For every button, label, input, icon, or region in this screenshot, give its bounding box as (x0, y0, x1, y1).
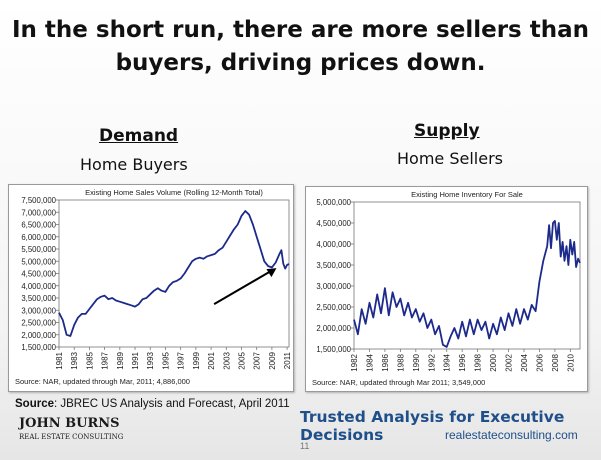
y-tick-label: 4,500,000 (21, 270, 56, 279)
x-tick-label: 1995 (161, 351, 170, 369)
y-tick-label: 5,000,000 (316, 198, 351, 207)
y-tick-label: 3,000,000 (21, 306, 56, 315)
y-tick-label: 7,000,000 (21, 208, 56, 217)
chart-source-note: Source: NAR, updated through Mar, 2011; … (15, 377, 190, 386)
tagline: Trusted Analysis for Executive Decisions (300, 408, 565, 444)
demand-subheading: Home Buyers (80, 155, 188, 174)
x-tick-label: 1996 (458, 353, 467, 371)
slide-title-line1: In the short run, there are more sellers… (11, 17, 590, 43)
demand-heading: Demand (99, 126, 179, 146)
slide-title-line2: buyers, driving prices down. (115, 50, 486, 76)
source-text: : JBREC US Analysis and Forecast, April … (54, 398, 290, 410)
x-tick-label: 1998 (474, 353, 483, 371)
slide-source: Source: JBREC US Analysis and Forecast, … (15, 398, 290, 410)
y-tick-label: 3,500,000 (316, 261, 351, 270)
y-tick-label: 4,000,000 (21, 282, 56, 291)
x-tick-label: 1990 (412, 353, 421, 371)
chart-source-note: Source: NAR, updated through Mar 2011; 3… (312, 378, 485, 387)
annotation-arrow-head (266, 268, 277, 278)
x-tick-label: 1991 (131, 351, 140, 369)
y-tick-label: 2,500,000 (316, 303, 351, 312)
x-tick-label: 1984 (365, 353, 374, 371)
x-tick-label: 2011 (283, 351, 292, 369)
plot-area (58, 199, 290, 348)
x-tick-label: 2002 (505, 353, 514, 371)
x-tick-label: 1987 (101, 351, 110, 369)
chart-title: Existing Home Inventory For Sale (411, 190, 523, 199)
annotation-arrow-shaft (213, 271, 270, 305)
x-tick-label: 1989 (116, 351, 125, 369)
x-tick-label: 1988 (396, 353, 405, 371)
logo-top-text: JOHN BURNS (18, 416, 120, 431)
y-tick-label: 2,000,000 (316, 324, 351, 333)
y-tick-label: 3,000,000 (316, 282, 351, 291)
x-tick-label: 1982 (350, 353, 359, 371)
demand-chart-panel: Existing Home Sales Volume (Rolling 12-M… (8, 184, 294, 392)
source-label: Source (15, 398, 54, 410)
y-tick-label: 5,500,000 (21, 245, 56, 254)
y-tick-label: 4,500,000 (316, 219, 351, 228)
x-tick-label: 2006 (535, 353, 544, 371)
x-tick-label: 2008 (551, 353, 560, 371)
x-tick-label: 2004 (520, 353, 529, 371)
chart-title: Existing Home Sales Volume (Rolling 12-M… (85, 188, 263, 197)
supply-heading: Supply (414, 121, 480, 141)
x-tick-label: 2009 (268, 351, 277, 369)
y-tick-label: 2,000,000 (21, 331, 56, 340)
x-tick-label: 1999 (192, 351, 201, 369)
x-tick-label: 1981 (55, 351, 64, 369)
x-tick-label: 1994 (443, 353, 452, 371)
x-tick-label: 1983 (70, 351, 79, 369)
x-tick-label: 1997 (177, 351, 186, 369)
x-tick-label: 2005 (237, 351, 246, 369)
x-tick-label: 2010 (566, 353, 575, 371)
x-tick-label: 1985 (85, 351, 94, 369)
y-tick-label: 1,500,000 (316, 345, 351, 354)
logo-bottom-text: REAL ESTATE CONSULTING (19, 433, 124, 441)
y-tick-label: 2,500,000 (21, 319, 56, 328)
y-tick-label: 6,000,000 (21, 233, 56, 242)
home-inventory-chart: Existing Home Inventory For Sale 1,500,00… (312, 190, 581, 387)
y-tick-label: 1,500,000 (21, 343, 56, 352)
x-tick-label: 2000 (489, 353, 498, 371)
x-tick-label: 1992 (427, 353, 436, 371)
website-url: realestateconsulting.com (445, 428, 578, 442)
series-line (353, 220, 581, 348)
slide-title: In the short run, there are more sellers… (0, 14, 601, 80)
y-tick-label: 5,000,000 (21, 257, 56, 266)
x-tick-label: 2007 (253, 351, 262, 369)
john-burns-logo: JOHN BURNS REAL ESTATE CONSULTING (18, 416, 124, 441)
y-tick-label: 7,500,000 (21, 196, 56, 205)
supply-chart-panel: Existing Home Inventory For Sale 1,500,00… (305, 186, 588, 392)
x-tick-label: 2003 (222, 351, 231, 369)
y-tick-label: 4,000,000 (316, 240, 351, 249)
x-tick-label: 2001 (207, 351, 216, 369)
supply-subheading: Home Sellers (397, 149, 503, 168)
series-line (58, 210, 290, 337)
home-sales-chart: Existing Home Sales Volume (Rolling 12-M… (15, 188, 292, 386)
plot-area (353, 201, 581, 350)
y-tick-label: 6,500,000 (21, 221, 56, 230)
page-number: 11 (300, 441, 310, 451)
x-tick-label: 1993 (146, 351, 155, 369)
x-tick-label: 1986 (381, 353, 390, 371)
y-tick-label: 3,500,000 (21, 294, 56, 303)
